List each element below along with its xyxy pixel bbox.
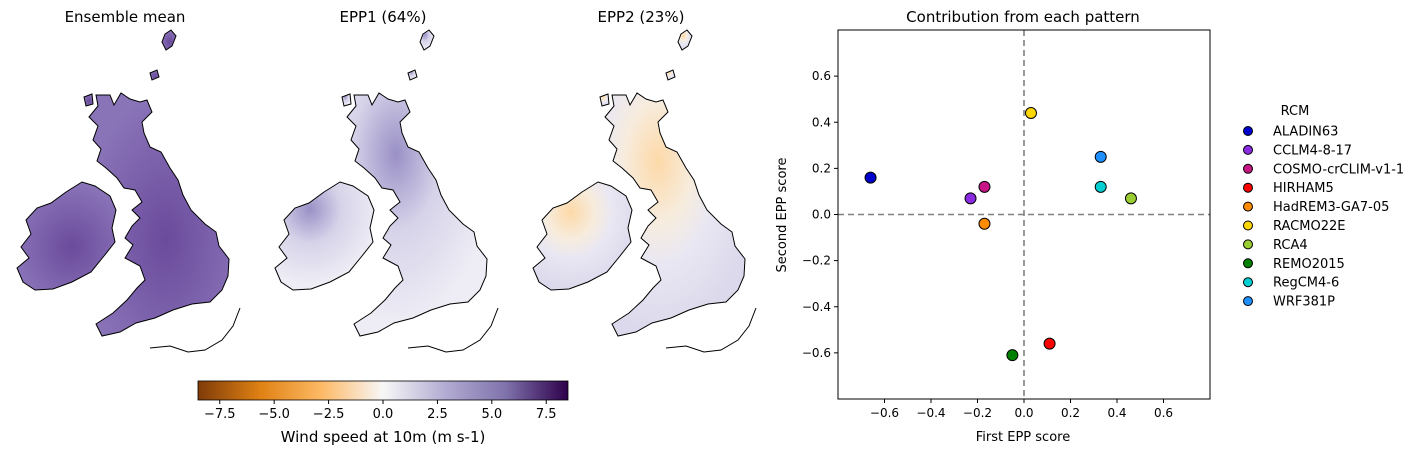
legend-marker (1243, 277, 1253, 288)
x-tick-label: 0.0 (1014, 406, 1033, 420)
legend-marker (1243, 144, 1253, 155)
map-panel-epp1: EPP1 (64%) (274, 8, 499, 353)
point-racmo22e (1024, 107, 1037, 120)
point-hirham5 (1043, 337, 1056, 350)
map-title: EPP1 (64%) (340, 8, 427, 26)
legend-label: RegCM4-6 (1273, 276, 1339, 291)
uk-map (16, 29, 230, 337)
legend: RCM ALADIN63 CCLM4-8-17 COSMO-crCLIM-v1-1 H… (1243, 104, 1404, 310)
map-panel-ensemble-mean: Ensemble mean (16, 8, 241, 353)
colorbar-tick-label: 5.0 (481, 407, 502, 422)
x-tick-label: −0.2 (963, 406, 992, 420)
coastline-detail (665, 307, 757, 353)
y-tick-label: −0.4 (802, 300, 831, 314)
point-aladin63 (864, 171, 877, 184)
legend-label: HIRHAM5 (1273, 181, 1334, 196)
colorbar-gradient (197, 380, 569, 401)
y-axis-label: Second EPP score (775, 158, 790, 273)
colorbar-tick-label: −5.0 (258, 407, 290, 422)
y-tick-label: −0.2 (802, 254, 831, 268)
legend-marker (1243, 201, 1253, 212)
point-regcm4-6 (1094, 180, 1107, 193)
y-tick-label: 0.2 (812, 161, 831, 175)
point-cosmo-crclim-v1-1 (978, 180, 991, 193)
legend-title: RCM (1281, 104, 1310, 119)
x-tick-label: −0.4 (916, 406, 945, 420)
point-wrf381p (1094, 150, 1107, 163)
colorbar-tick-label: −2.5 (313, 407, 345, 422)
plot-frame (837, 29, 1211, 400)
x-axis-ticks: −0.6 −0.4 −0.2 0.0 0.2 0.4 0.6 (870, 399, 1173, 420)
x-tick-label: 0.2 (1061, 406, 1080, 420)
legend-label: COSMO-crCLIM-v1-1 (1273, 162, 1404, 177)
map-title: EPP2 (23%) (598, 8, 685, 26)
y-tick-label: −0.6 (802, 346, 831, 360)
legend-marker (1243, 239, 1253, 250)
chart-title: Contribution from each pattern (906, 8, 1140, 26)
colorbar-label: Wind speed at 10m (m s-1) (281, 428, 486, 446)
coastline-detail (149, 307, 241, 353)
legend-marker (1243, 163, 1253, 174)
colorbar-ticks: −7.5 −5.0 −2.5 0.0 2.5 5.0 7.5 (204, 400, 557, 422)
legend-marker (1243, 296, 1253, 307)
colorbar: −7.5 −5.0 −2.5 0.0 2.5 5.0 7.5 Wind speed at 1… (197, 380, 569, 446)
data-points (864, 107, 1137, 362)
y-tick-label: 0.0 (812, 208, 831, 222)
legend-marker (1243, 182, 1253, 193)
coastline-detail (407, 307, 499, 353)
reference-lines (838, 30, 1210, 399)
colorbar-tick-label: 7.5 (536, 407, 557, 422)
point-cclm4-8-17 (964, 192, 977, 205)
map-panel-epp2: EPP2 (23%) (532, 8, 757, 353)
point-hadrem3-ga7-05 (978, 217, 991, 230)
legend-label: CCLM4-8-17 (1273, 143, 1352, 158)
legend-items: ALADIN63 CCLM4-8-17 COSMO-crCLIM-v1-1 HIRHA… (1243, 125, 1404, 310)
y-axis-ticks: −0.6 −0.4 −0.2 0.0 0.2 0.4 0.6 (802, 69, 838, 360)
y-tick-label: 0.6 (812, 69, 831, 83)
legend-label: WRF381P (1273, 295, 1335, 310)
legend-label: HadREM3-GA7-05 (1273, 200, 1389, 215)
uk-map (532, 29, 746, 337)
scatter-chart: Contribution from each pattern −0.6 −0.4−… (775, 8, 1211, 445)
x-tick-label: 0.4 (1107, 406, 1126, 420)
map-title: Ensemble mean (65, 8, 186, 26)
colorbar-tick-label: 2.5 (427, 407, 448, 422)
colorbar-tick-label: 0.0 (373, 407, 394, 422)
legend-label: ALADIN63 (1273, 125, 1338, 140)
legend-marker (1243, 126, 1253, 136)
legend-label: RACMO22E (1273, 219, 1345, 234)
legend-label: RCA4 (1273, 238, 1308, 253)
colorbar-tick-label: −7.5 (204, 407, 236, 422)
point-rca4 (1124, 192, 1137, 205)
y-tick-label: 0.4 (812, 115, 831, 129)
uk-map (274, 29, 488, 337)
x-tick-label: 0.6 (1154, 406, 1173, 420)
x-axis-label: First EPP score (976, 430, 1070, 445)
legend-marker (1243, 258, 1253, 269)
x-tick-label: −0.6 (870, 406, 899, 420)
point-remo2015 (1006, 349, 1019, 362)
legend-label: REMO2015 (1273, 257, 1345, 272)
legend-marker (1243, 220, 1253, 231)
